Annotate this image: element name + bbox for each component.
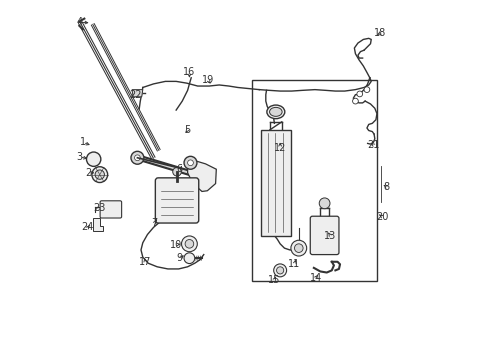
Circle shape [291, 240, 307, 256]
Text: 7: 7 [151, 218, 158, 228]
Polygon shape [93, 219, 103, 231]
Text: 14: 14 [310, 273, 322, 283]
Text: 24: 24 [82, 222, 94, 232]
Text: 13: 13 [324, 231, 337, 240]
FancyBboxPatch shape [100, 201, 122, 218]
Circle shape [181, 236, 197, 252]
Text: 16: 16 [183, 67, 196, 77]
Text: 10: 10 [170, 239, 182, 249]
Text: 21: 21 [367, 140, 380, 150]
Circle shape [184, 253, 195, 264]
Circle shape [92, 167, 108, 183]
Circle shape [276, 267, 284, 274]
FancyBboxPatch shape [310, 216, 339, 255]
Text: 18: 18 [374, 28, 387, 38]
Polygon shape [139, 156, 197, 177]
Circle shape [192, 170, 203, 181]
Circle shape [364, 87, 370, 93]
Circle shape [319, 198, 330, 209]
Text: 23: 23 [94, 203, 106, 213]
Circle shape [188, 160, 194, 166]
Text: 20: 20 [376, 212, 388, 221]
Circle shape [274, 264, 287, 277]
Text: 2: 2 [85, 168, 91, 178]
Bar [261, 130, 291, 235]
Circle shape [87, 152, 101, 166]
Text: 5: 5 [185, 125, 191, 135]
Ellipse shape [270, 107, 282, 116]
Polygon shape [132, 90, 143, 97]
Text: 4: 4 [76, 17, 82, 27]
Bar [252, 80, 377, 281]
Text: 6: 6 [177, 164, 183, 174]
Text: 17: 17 [139, 257, 151, 267]
Circle shape [135, 155, 140, 161]
Circle shape [95, 170, 104, 179]
FancyBboxPatch shape [155, 178, 199, 223]
Circle shape [357, 91, 363, 97]
Circle shape [173, 167, 181, 176]
Text: 12: 12 [274, 143, 286, 153]
Text: 11: 11 [288, 259, 300, 269]
Circle shape [185, 239, 194, 248]
Ellipse shape [267, 105, 285, 119]
Polygon shape [188, 158, 216, 192]
Text: 3: 3 [76, 152, 82, 162]
Text: 8: 8 [384, 182, 390, 192]
Text: 15: 15 [268, 275, 281, 285]
Circle shape [184, 156, 197, 169]
Text: 9: 9 [177, 253, 183, 263]
Text: 1: 1 [80, 138, 86, 147]
Circle shape [131, 151, 144, 164]
Circle shape [294, 244, 303, 252]
Text: 19: 19 [202, 75, 215, 85]
Text: 22: 22 [129, 90, 142, 100]
Circle shape [353, 98, 358, 104]
